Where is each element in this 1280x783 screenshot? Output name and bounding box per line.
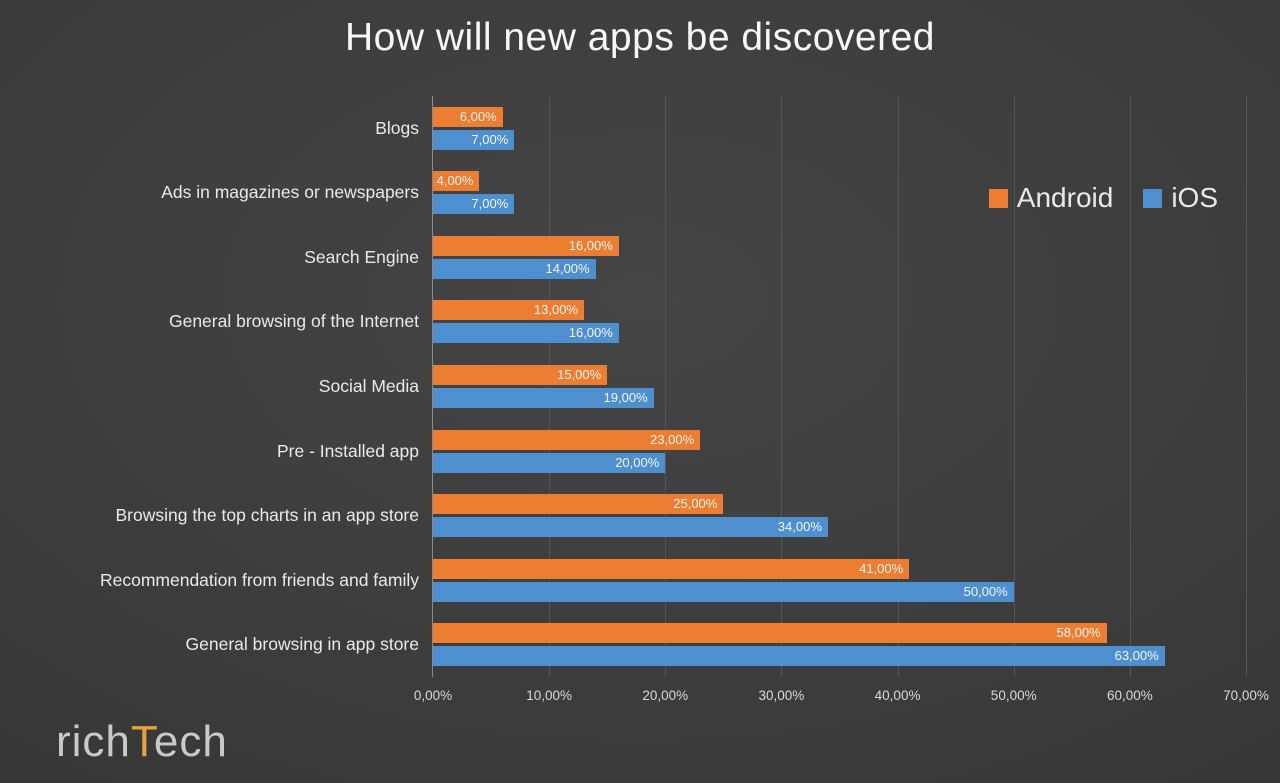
brand-logo: richTech bbox=[56, 717, 228, 767]
bar-android: 23,00% bbox=[433, 429, 701, 450]
x-tick-label: 30,00% bbox=[758, 688, 805, 703]
gridline bbox=[1013, 96, 1015, 677]
value-label: 50,00% bbox=[963, 583, 1008, 599]
value-label: 25,00% bbox=[673, 496, 718, 512]
bar-group: 23,00% 20,00% bbox=[433, 419, 1246, 484]
category-label: General browsing of the Internet bbox=[168, 311, 419, 332]
category-labels: Blogs Ads in magazines or newspapers Searc… bbox=[14, 96, 432, 677]
bar-ios: 7,00% bbox=[433, 194, 515, 215]
value-label: 15,00% bbox=[557, 367, 602, 383]
value-label: 14,00% bbox=[545, 260, 590, 276]
bar-group: 13,00% 16,00% bbox=[433, 290, 1246, 355]
bar-android: 15,00% bbox=[433, 365, 608, 386]
value-label: 63,00% bbox=[1114, 648, 1159, 664]
bar-rows: 6,00% 7,00% 4,00% 7,00% 16,00% 14,00% 13,00% 16… bbox=[433, 96, 1246, 677]
category-label: Search Engine bbox=[304, 246, 419, 267]
logo-accent: T bbox=[130, 717, 154, 766]
x-tick-label: 70,00% bbox=[1223, 688, 1269, 703]
legend-swatch-android bbox=[988, 188, 1008, 208]
gridline bbox=[665, 96, 667, 677]
category-label: Social Media bbox=[318, 376, 419, 397]
legend-label-android: Android bbox=[1016, 182, 1114, 213]
value-label: 41,00% bbox=[859, 560, 904, 576]
value-label: 19,00% bbox=[603, 390, 648, 406]
legend-item-android: Android bbox=[988, 182, 1114, 214]
bar-ios: 7,00% bbox=[433, 129, 515, 150]
category-label: Recommendation from friends and family bbox=[99, 569, 419, 590]
x-tick-label: 50,00% bbox=[990, 688, 1037, 703]
value-label: 34,00% bbox=[777, 519, 822, 535]
logo-part2: ech bbox=[153, 717, 228, 766]
category-label: Ads in magazines or newspapers bbox=[161, 182, 419, 203]
bar-android: 25,00% bbox=[433, 494, 724, 515]
category-label: Blogs bbox=[375, 117, 419, 138]
legend-swatch-ios bbox=[1143, 188, 1163, 208]
bar-android: 13,00% bbox=[433, 300, 584, 321]
category-label: Browsing the top charts in an app store bbox=[115, 505, 419, 526]
gridline bbox=[549, 96, 551, 677]
bar-group: 6,00% 7,00% bbox=[433, 96, 1246, 161]
bar-chart: Blogs Ads in magazines or newspapers Searc… bbox=[14, 96, 1269, 703]
legend-label-ios: iOS bbox=[1171, 182, 1218, 213]
bar-android: 6,00% bbox=[433, 106, 503, 127]
legend-item-ios: iOS bbox=[1143, 182, 1218, 214]
bar-ios: 50,00% bbox=[433, 581, 1014, 602]
bar-ios: 20,00% bbox=[433, 452, 666, 473]
value-label: 20,00% bbox=[615, 454, 660, 470]
bar-ios: 14,00% bbox=[433, 258, 596, 279]
logo-part1: rich bbox=[56, 717, 131, 766]
bar-ios: 34,00% bbox=[433, 517, 828, 538]
bar-group: 4,00% 7,00% bbox=[433, 161, 1246, 226]
bar-group: 41,00% 50,00% bbox=[433, 548, 1246, 613]
gridline bbox=[1246, 96, 1247, 677]
gridline bbox=[1129, 96, 1131, 677]
x-tick-label: 0,00% bbox=[413, 688, 453, 703]
bar-ios: 19,00% bbox=[433, 388, 654, 409]
value-label: 16,00% bbox=[568, 237, 613, 253]
value-label: 13,00% bbox=[533, 302, 578, 318]
bar-ios: 63,00% bbox=[433, 646, 1165, 667]
bar-ios: 16,00% bbox=[433, 323, 619, 344]
value-label: 7,00% bbox=[471, 196, 509, 212]
bar-android: 58,00% bbox=[433, 623, 1107, 644]
bar-android: 41,00% bbox=[433, 558, 910, 579]
legend: Android iOS bbox=[988, 182, 1218, 214]
value-label: 7,00% bbox=[471, 131, 509, 147]
value-label: 58,00% bbox=[1056, 625, 1101, 641]
value-label: 16,00% bbox=[568, 325, 613, 341]
gridline bbox=[897, 96, 899, 677]
x-tick-label: 60,00% bbox=[1106, 688, 1153, 703]
plot-area: 6,00% 7,00% 4,00% 7,00% 16,00% 14,00% 13,00% 16… bbox=[414, 96, 1269, 703]
value-label: 6,00% bbox=[459, 108, 497, 124]
value-label: 4,00% bbox=[436, 173, 474, 189]
bar-group: 58,00% 63,00% bbox=[433, 613, 1246, 678]
bar-android: 4,00% bbox=[433, 171, 480, 192]
chart-title: How will new apps be discovered bbox=[345, 16, 935, 59]
bar-group: 25,00% 34,00% bbox=[433, 483, 1246, 548]
x-tick-label: 40,00% bbox=[874, 688, 921, 703]
x-tick-label: 20,00% bbox=[642, 688, 689, 703]
bar-group: 16,00% 14,00% bbox=[433, 225, 1246, 290]
bar-group: 15,00% 19,00% bbox=[433, 354, 1246, 419]
x-tick-label: 10,00% bbox=[526, 688, 573, 703]
value-label: 23,00% bbox=[650, 431, 695, 447]
bar-android: 16,00% bbox=[433, 235, 619, 256]
category-label: Pre - Installed app bbox=[276, 440, 419, 461]
category-label: General browsing in app store bbox=[185, 634, 419, 655]
gridline bbox=[781, 96, 783, 677]
